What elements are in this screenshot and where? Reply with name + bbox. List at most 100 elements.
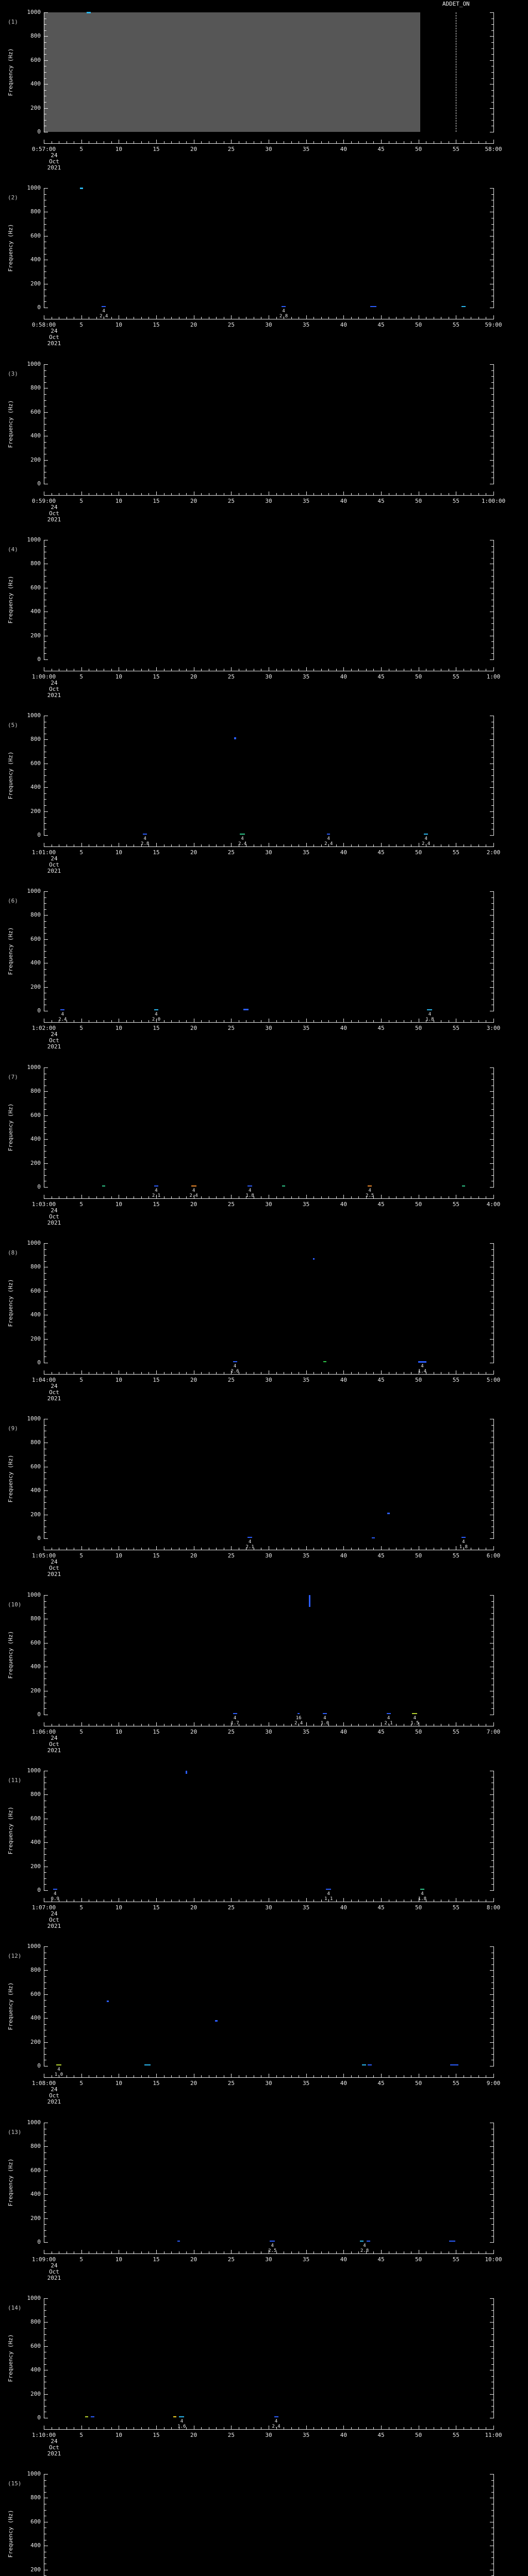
x-tick (328, 141, 329, 143)
start-time-label: 1:05:00 (31, 1552, 56, 1559)
y-tick-label: 600 (30, 1639, 41, 1646)
x-tick (96, 1372, 97, 1374)
detection-dot (87, 12, 91, 13)
y-tick (44, 1538, 48, 1539)
y-tick (44, 2146, 48, 2147)
detection-annotation: 1.8 (425, 1017, 434, 1022)
y-tick (44, 54, 46, 55)
x-tick (216, 1372, 217, 1374)
detection-annotation: 16 (295, 1716, 302, 1721)
x-tick-label: 45 (377, 146, 385, 152)
detection-annotation: 4 (271, 2243, 274, 2248)
y-tick (44, 811, 48, 812)
date-label: 2021 (47, 2275, 61, 2281)
date-label: 2021 (47, 1395, 61, 1402)
x-tick (141, 669, 142, 671)
date-label: Oct (49, 1389, 59, 1396)
y-tick-right (491, 1520, 493, 1521)
x-tick-label: 20 (190, 321, 197, 328)
date-label: 24 (51, 2438, 58, 2445)
y-tick-right (490, 460, 493, 461)
y-tick (44, 2340, 46, 2341)
x-tick (396, 141, 397, 143)
x-tick (493, 1722, 494, 1726)
date-label: 2021 (47, 868, 61, 874)
end-time-label: 1:00 (486, 673, 501, 680)
date-label: 2021 (47, 164, 61, 171)
detection-dot (450, 2064, 459, 2066)
x-tick (201, 317, 202, 319)
x-tick (171, 493, 172, 495)
x-tick (201, 1724, 202, 1726)
detection-dot (372, 1537, 375, 1538)
y-tick-right (491, 2006, 493, 2007)
y-tick-right (491, 927, 493, 928)
x-tick-label: 55 (452, 2256, 459, 2263)
x-tick (358, 317, 359, 319)
spectrogram-panel: (3) Frequency (Hz) 0 200 400 600 800 1000 0:59:0… (0, 352, 528, 528)
y-tick-right (491, 1601, 493, 1602)
x-tick (81, 1898, 82, 1902)
y-tick (44, 951, 46, 952)
frequency-axis-title: Frequency (Hz) (7, 575, 14, 624)
y-tick-label: 0 (37, 2414, 41, 2421)
detection-dot (298, 1713, 300, 1715)
y-tick-right (490, 1970, 493, 1971)
y-tick (44, 2557, 46, 2558)
date-label: Oct (49, 1565, 59, 1571)
x-tick (358, 1724, 359, 1726)
y-tick (44, 576, 46, 577)
x-tick-label: 20 (190, 1904, 197, 1911)
x-tick (381, 2250, 382, 2253)
y-tick-label: 600 (30, 1112, 41, 1118)
y-tick (44, 1309, 46, 1310)
start-time-label: 1:01:00 (31, 849, 56, 856)
x-tick (478, 1548, 479, 1550)
y-tick-right (491, 382, 493, 383)
detection-dot (361, 2064, 366, 2066)
detection-dot (274, 2416, 278, 2418)
y-tick-label: 200 (30, 1335, 41, 1342)
y-tick (44, 1109, 46, 1110)
y-tick (44, 1708, 46, 1709)
detection-dot (177, 2241, 180, 2242)
x-tick-label: 20 (190, 2080, 197, 2087)
x-tick (373, 141, 374, 143)
y-tick-right (490, 2322, 493, 2323)
y-tick-label: 1000 (27, 2119, 41, 2126)
x-tick (186, 2251, 187, 2253)
y-tick-right (491, 1169, 493, 1170)
y-axis-right-line (493, 1771, 494, 1891)
detection-annotation: 1.7 (230, 1721, 239, 1726)
x-tick-label: 10 (115, 2432, 122, 2438)
x-tick (306, 2426, 307, 2429)
y-tick (44, 1601, 46, 1602)
y-tick-label: 200 (30, 280, 41, 287)
x-tick-label: 30 (265, 146, 272, 152)
y-tick-right (491, 54, 493, 55)
y-tick-label: 400 (30, 959, 41, 966)
detection-dot (90, 2416, 94, 2418)
x-tick (478, 1900, 479, 1902)
x-tick (291, 1548, 292, 1550)
detection-annotation: 4 (323, 1716, 326, 1721)
x-tick-label: 40 (340, 498, 347, 504)
y-tick-label: 200 (30, 105, 41, 111)
y-tick (44, 1472, 46, 1473)
y-tick-right (491, 727, 493, 728)
x-tick (373, 1372, 374, 1374)
x-tick (336, 2427, 337, 2429)
y-tick-label: 1000 (27, 361, 41, 367)
x-tick-label: 15 (153, 498, 160, 504)
date-label: Oct (49, 2444, 59, 2451)
y-tick (44, 1133, 46, 1134)
date-label: 2021 (47, 1923, 61, 1929)
detection-dot (370, 306, 377, 307)
end-time-label: 10:00 (485, 2256, 502, 2263)
y-tick-right (491, 1309, 493, 1310)
y-tick (44, 793, 46, 794)
x-tick (96, 493, 97, 495)
x-tick (358, 1900, 359, 1902)
x-tick-label: 55 (452, 1201, 459, 1208)
date-label: 24 (51, 328, 58, 334)
